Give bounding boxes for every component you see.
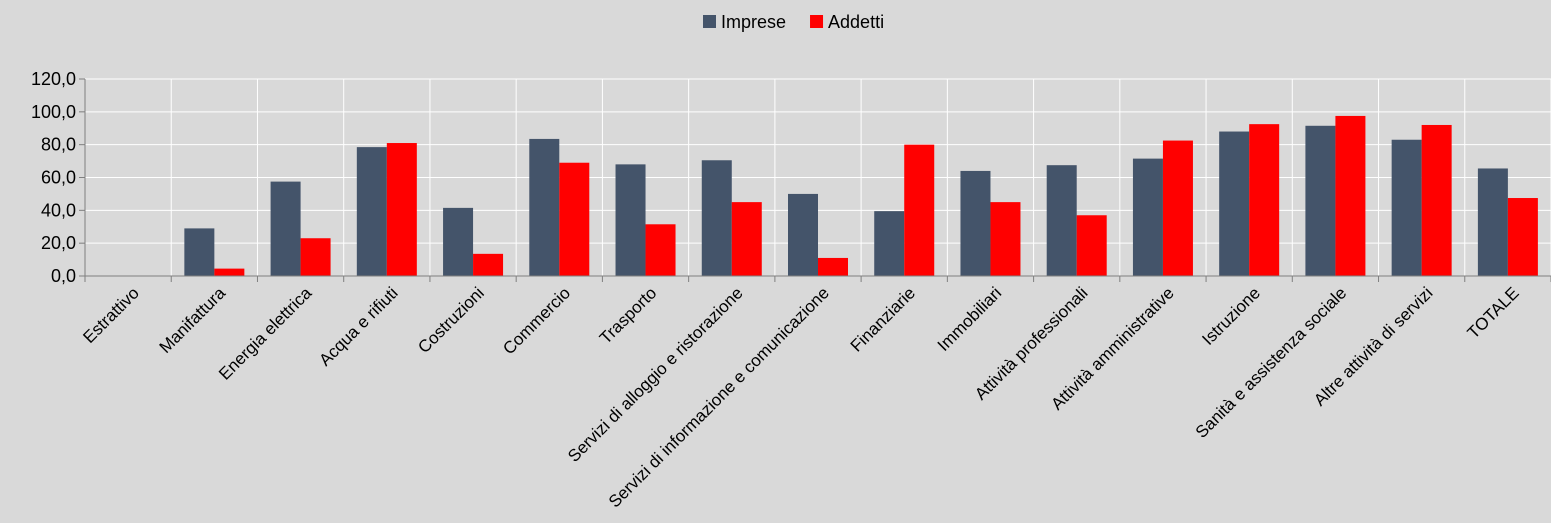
x-tick-label: Commercio (499, 283, 574, 358)
bar-addetti-istruzione (1249, 124, 1280, 276)
bar-imprese-immobiliari (960, 170, 991, 276)
bar-imprese-servizi-di-alloggio-e-ristorazione (701, 160, 732, 276)
bar-imprese-servizi-di-informazione-e-comunicazione (788, 193, 818, 276)
legend: Imprese Addetti (703, 12, 884, 32)
bar-imprese-acqua-e-rifiuti (356, 147, 387, 276)
x-tick-label: TOTALE (1464, 283, 1523, 342)
bar-imprese-istruzione (1219, 131, 1250, 276)
bar-imprese-altre-attivita-di-servizi (1391, 139, 1422, 276)
bar-addetti-sanita-e-assistenza-sociale (1335, 115, 1366, 276)
y-tick-label: 20,0 (41, 233, 76, 253)
x-tick-label: Sanità e assistenza sociale (1192, 283, 1350, 441)
bar-addetti-finanziarie (904, 144, 935, 276)
y-tick-label: 80,0 (41, 135, 76, 155)
bar-imprese-sanita-e-assistenza-sociale (1305, 125, 1336, 276)
bar-imprese-finanziarie (874, 211, 905, 276)
legend-label-addetti: Addetti (828, 12, 884, 32)
x-tick-label: Immobiliari (934, 283, 1006, 355)
bar-imprese-manifattura (184, 228, 215, 276)
bar-imprese-attivita-amministrative (1132, 158, 1163, 276)
bar-imprese-costruzioni (443, 207, 474, 276)
bar-addetti-trasporto (645, 224, 676, 276)
y-axis: 0,0 20,0 40,0 60,0 80,0 100,0 120,0 (31, 69, 86, 286)
bar-addetti-servizi-di-informazione-e-comunicazione (818, 257, 848, 276)
bars (184, 115, 1538, 276)
bar-addetti-energia-elettrica (300, 238, 331, 276)
y-tick-label: 40,0 (41, 200, 76, 220)
bar-addetti-commercio (559, 162, 590, 276)
bar-addetti-attivita-professionali (1076, 215, 1107, 276)
x-tick-label: Estrattivo (79, 283, 143, 347)
x-tick-label: Acqua e rifiuti (315, 283, 401, 369)
x-tick-label: Manifattura (156, 283, 230, 357)
x-tick-label: Energia elettrica (215, 283, 316, 384)
bar-imprese-energia-elettrica (270, 181, 301, 276)
bar-addetti-immobiliari (990, 202, 1021, 276)
y-tick-label: 0,0 (51, 266, 76, 286)
x-tick-label: Costruzioni (414, 283, 488, 357)
legend-swatch-addetti (810, 15, 824, 28)
y-tick-label: 60,0 (41, 168, 76, 188)
bar-imprese-trasporto (615, 164, 646, 276)
x-tick-label: Servizi di alloggio e ristorazione (564, 283, 746, 465)
x-tick-label: Trasporto (596, 283, 660, 347)
bar-addetti-acqua-e-rifiuti (386, 143, 417, 276)
legend-swatch-imprese (703, 15, 716, 28)
gridlines (85, 78, 1551, 277)
x-tick-label: Istruzione (1198, 283, 1264, 349)
x-tick-label: Finanziarie (847, 283, 919, 355)
bar-addetti-altre-attivita-di-servizi (1421, 124, 1452, 276)
y-tick-label: 100,0 (31, 102, 76, 122)
bar-addetti-servizi-di-alloggio-e-ristorazione (731, 202, 762, 276)
bar-imprese-attivita-professionali (1046, 165, 1077, 276)
bar-addetti-totale (1507, 198, 1538, 276)
bar-addetti-costruzioni (473, 253, 504, 276)
bar-imprese-commercio (529, 138, 560, 276)
bar-imprese-totale (1477, 168, 1508, 276)
legend-label-imprese: Imprese (721, 12, 786, 32)
y-tick-label: 120,0 (31, 69, 76, 89)
bar-addetti-manifattura (214, 268, 245, 276)
bar-addetti-attivita-amministrative (1162, 140, 1193, 276)
